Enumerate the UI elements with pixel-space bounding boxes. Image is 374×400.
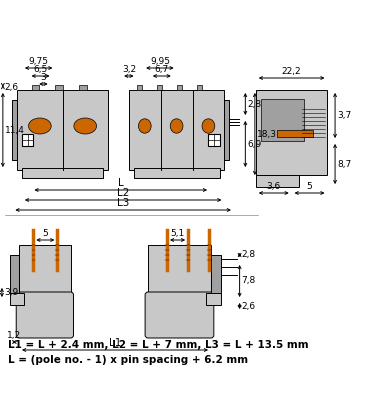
Bar	[12, 100, 17, 160]
Ellipse shape	[28, 118, 51, 134]
Text: 11,4: 11,4	[5, 126, 25, 134]
Text: L3: L3	[117, 198, 129, 208]
Bar	[79, 85, 87, 90]
Bar	[197, 85, 202, 90]
Bar	[129, 90, 224, 170]
Bar	[277, 130, 313, 137]
Ellipse shape	[138, 119, 151, 133]
Text: L1 = L + 2.4 mm, L2 = L + 7 mm, L3 = L + 13.5 mm: L1 = L + 2.4 mm, L2 = L + 7 mm, L3 = L +…	[7, 340, 308, 350]
Text: 9,75: 9,75	[29, 57, 49, 66]
Text: 3,2: 3,2	[122, 65, 136, 74]
Bar	[19, 245, 71, 300]
Bar	[137, 85, 142, 90]
Text: 9,95: 9,95	[150, 57, 170, 66]
Text: L: L	[118, 178, 124, 188]
Bar	[256, 90, 327, 175]
Bar	[224, 100, 229, 160]
Bar	[31, 85, 39, 90]
Bar	[22, 134, 33, 146]
Bar	[177, 85, 183, 90]
Text: 5: 5	[43, 229, 48, 238]
Text: 18,3: 18,3	[257, 130, 277, 138]
Text: 22,2: 22,2	[282, 67, 301, 76]
FancyBboxPatch shape	[145, 292, 214, 338]
Bar	[206, 293, 221, 305]
Bar	[261, 98, 304, 141]
Bar	[148, 245, 211, 300]
Bar	[17, 90, 108, 170]
Ellipse shape	[74, 118, 96, 134]
Text: 5,1: 5,1	[171, 229, 185, 238]
Bar	[256, 175, 299, 187]
Text: 6,7: 6,7	[155, 65, 169, 74]
Text: 1,2: 1,2	[7, 331, 21, 340]
Bar	[211, 255, 221, 295]
Text: 3: 3	[40, 73, 46, 82]
Bar	[55, 85, 63, 90]
Ellipse shape	[202, 119, 215, 133]
Text: 2,8: 2,8	[242, 250, 256, 260]
Bar	[134, 168, 220, 178]
Bar	[157, 85, 162, 90]
Text: 6,9: 6,9	[247, 140, 261, 148]
Text: 2,6: 2,6	[242, 302, 256, 310]
Text: L1: L1	[109, 338, 121, 348]
FancyBboxPatch shape	[16, 292, 74, 338]
Bar	[208, 134, 220, 146]
Text: 3,6: 3,6	[267, 182, 281, 191]
Bar	[10, 293, 24, 305]
Text: 3,7: 3,7	[337, 111, 351, 120]
Text: 3,9: 3,9	[4, 288, 18, 297]
Text: 8,7: 8,7	[337, 160, 351, 168]
Text: 2,6: 2,6	[5, 83, 19, 92]
Text: L2: L2	[117, 188, 129, 198]
Text: L = (pole no. - 1) x pin spacing + 6.2 mm: L = (pole no. - 1) x pin spacing + 6.2 m…	[7, 355, 248, 365]
Text: 5: 5	[307, 182, 312, 191]
Bar	[22, 168, 103, 178]
Bar	[10, 255, 19, 295]
Ellipse shape	[170, 119, 183, 133]
Text: 7,8: 7,8	[242, 276, 256, 286]
Text: 6,5: 6,5	[33, 65, 48, 74]
Text: 2,8: 2,8	[247, 100, 261, 108]
